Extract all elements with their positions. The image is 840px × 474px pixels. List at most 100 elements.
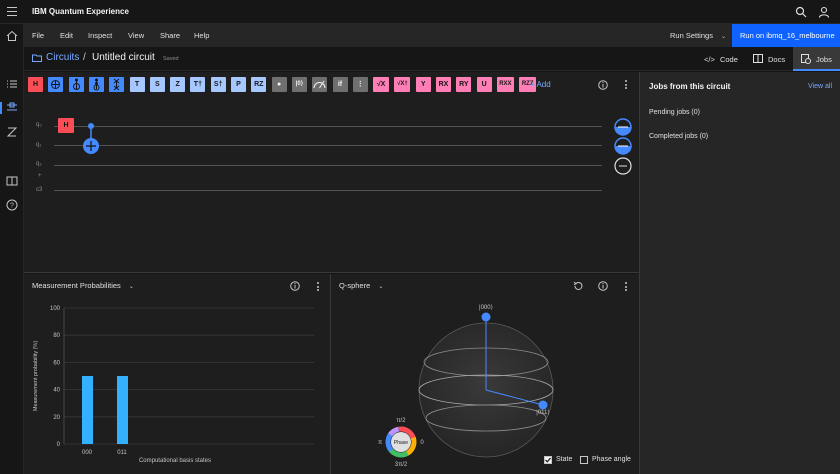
chevron-down-icon: ⌄ [128, 284, 134, 290]
code-icon: </> [704, 55, 715, 64]
gate-palette-17[interactable]: √X [373, 77, 390, 92]
y-tick-label: 100 [50, 306, 61, 312]
circuit-composer: H T S Z T† S† P RZ ● |0⟩ if ⋮ √X √X† Y RX RY U RXX RZZ + Ad… [24, 72, 639, 273]
overflow-menu-icon[interactable] [317, 282, 320, 293]
cnot-gate[interactable] [82, 121, 100, 155]
gate-palette-20[interactable]: RX [436, 77, 451, 92]
circuit-title[interactable]: Untitled circuit [92, 52, 155, 63]
folder-icon [32, 54, 42, 62]
measurement-dropdown[interactable]: Measurement Probabilities ⌄ [32, 281, 134, 290]
phase-angle-checkbox[interactable] [580, 456, 588, 464]
placed-h-gate[interactable]: H [58, 118, 74, 133]
gate-swap-1[interactable] [88, 77, 104, 92]
gate-palette-9[interactable]: S† [210, 77, 226, 92]
state-checkbox[interactable] [544, 456, 552, 464]
overflow-menu-icon[interactable] [625, 80, 628, 91]
top-bar: IBM Quantum Experience [0, 0, 840, 24]
state-checkbox-label: State [556, 456, 573, 463]
phase-right-label: 0 [420, 440, 424, 446]
gate-palette-10[interactable]: P [231, 77, 246, 92]
gate-palette-22[interactable]: U [476, 77, 492, 92]
info-icon[interactable] [290, 281, 300, 291]
composer-icon[interactable] [6, 102, 18, 114]
gate-swap-2[interactable] [109, 77, 125, 92]
view-all-link[interactable]: View all [808, 83, 832, 90]
qubit-wire-q2[interactable] [54, 165, 602, 166]
gate-palette-11[interactable]: RZ [251, 77, 267, 92]
x-axis-label: Computational basis states [139, 458, 211, 464]
menu-help[interactable]: Help [194, 31, 210, 40]
breadcrumb-separator: / [83, 52, 86, 63]
tab-code[interactable]: </> Code [696, 47, 744, 71]
tab-jobs[interactable]: Jobs [793, 47, 840, 71]
completed-jobs[interactable]: Completed jobs (0) [649, 133, 709, 140]
hamburger-menu-icon[interactable] [7, 7, 17, 17]
state-000-point [481, 312, 491, 322]
info-icon[interactable] [598, 80, 608, 90]
menu-file[interactable]: File [32, 31, 45, 40]
y-tick-label: 0 [57, 442, 61, 448]
gate-palette-0[interactable]: H [28, 77, 43, 92]
reset-view-icon[interactable] [573, 281, 583, 291]
y-tick-label: 60 [53, 360, 60, 366]
measurement-title: Measurement Probabilities [32, 281, 121, 290]
user-icon[interactable] [818, 6, 830, 18]
pending-jobs[interactable]: Pending jobs (0) [649, 109, 700, 116]
gate-palette-18[interactable]: √X† [394, 77, 411, 92]
add-qubit-button[interactable]: + [38, 173, 42, 179]
run-button[interactable]: Run on ibmq_16_melbourne [732, 24, 840, 47]
jobs-rail-icon[interactable] [6, 126, 18, 138]
qubit-wire-q0[interactable] [54, 126, 602, 127]
gate-palette-7[interactable]: Z [170, 77, 186, 92]
gate-palette-21[interactable]: RY [456, 77, 472, 92]
run-settings-dropdown[interactable]: Run Settings ⌄ [670, 24, 726, 47]
gate-cnot[interactable] [48, 77, 64, 92]
menu-inspect[interactable]: Inspect [88, 31, 113, 40]
qubit-wire-q1[interactable] [54, 145, 602, 146]
gate-palette-19[interactable]: Y [415, 77, 431, 92]
chevron-down-icon: ⌄ [378, 284, 384, 290]
menu-bar: File Edit Inspect View Share Help Run Se… [24, 24, 840, 47]
gate-palette-16[interactable]: ⋮ [352, 77, 368, 92]
gate-palette-15[interactable]: if [332, 77, 348, 92]
gate-palette-8[interactable]: T† [190, 77, 206, 92]
gate-toffoli[interactable] [68, 77, 84, 92]
menu-share[interactable]: Share [160, 31, 181, 40]
add-gate-link[interactable]: + Add [530, 80, 551, 89]
gate-measure[interactable] [312, 77, 328, 92]
phase-bottom-label: 3π/2 [395, 462, 408, 468]
info-icon[interactable] [598, 281, 608, 291]
gate-palette-6[interactable]: S [149, 77, 165, 92]
gate-palette-12[interactable]: ● [271, 77, 287, 92]
qsphere-visualization[interactable]: |000⟩ |011⟩ Phase π/2 π 0 3π/2 [331, 294, 639, 474]
gate-palette-23[interactable]: RXX [496, 77, 514, 92]
gate-palette-13[interactable]: |0⟩ [291, 77, 307, 92]
measurement-panel: Measurement Probabilities ⌄ 0 20 40 60 80 100… [24, 274, 331, 474]
breadcrumb-circuits-link[interactable]: Circuits [46, 52, 80, 63]
list-icon[interactable] [6, 78, 18, 90]
qsphere-dropdown[interactable]: Q-sphere ⌄ [339, 281, 383, 290]
menu-view[interactable]: View [128, 31, 145, 40]
y-tick-label: 40 [53, 388, 60, 394]
book-icon[interactable] [6, 175, 18, 187]
qubit-state-indicators [614, 118, 632, 175]
qsphere-panel: Q-sphere ⌄ |000⟩ |011⟩ Phase π/2 [331, 274, 639, 474]
tab-docs-label: Docs [768, 55, 786, 64]
gate-palette-5[interactable]: T [129, 77, 145, 92]
qsphere-title: Q-sphere [339, 281, 371, 290]
overflow-menu-icon[interactable] [625, 282, 628, 293]
measurement-chart: 0 20 40 60 80 100 000 011 Computational basis st… [33, 306, 314, 464]
cnot-icon [51, 80, 61, 89]
qubit-label-q0: q₀ [36, 122, 42, 128]
search-icon[interactable] [795, 6, 807, 18]
toffoli-icon [72, 78, 80, 90]
menu-edit[interactable]: Edit [60, 31, 73, 40]
tab-docs[interactable]: Docs [746, 47, 792, 71]
swap-icon-1 [93, 78, 100, 91]
state-000-label: |000⟩ [479, 304, 493, 311]
bar-000 [82, 376, 93, 444]
measure-icon [313, 80, 326, 89]
help-icon[interactable]: ? [6, 199, 18, 211]
gate-palette-24[interactable]: RZZ [519, 77, 537, 92]
home-icon[interactable] [6, 30, 18, 42]
